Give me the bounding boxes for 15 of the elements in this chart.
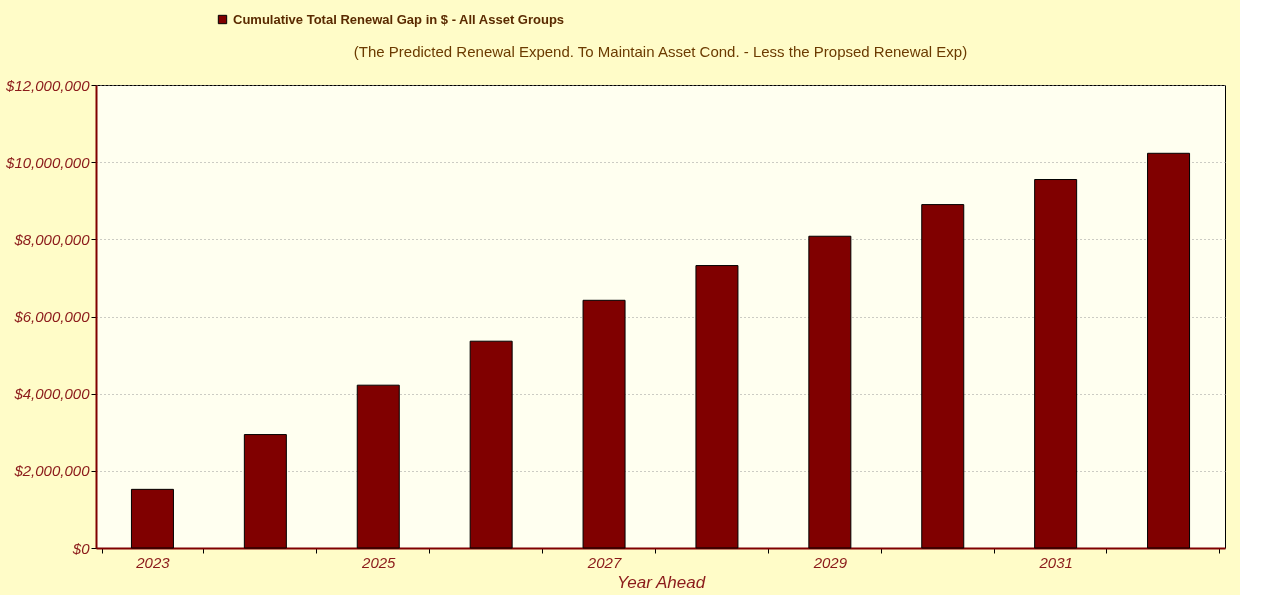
x-tick-label: 2029 <box>812 553 848 571</box>
y-tick-label: $2,000,000 <box>13 462 91 480</box>
x-axis-title: Year Ahead <box>616 572 706 592</box>
y-tick-label: $0 <box>71 539 91 557</box>
x-tick-label: 2023 <box>135 553 171 571</box>
x-tick-label: 2025 <box>361 553 397 571</box>
x-tick-label: 2027 <box>586 553 622 571</box>
y-tick-label: $10,000,000 <box>5 153 91 171</box>
y-tick-label: $8,000,000 <box>13 230 91 248</box>
chart-subtitle: (The Predicted Renewal Expend. To Maintain Asset Cond. - Less the Propsed Renewal Exp) <box>353 43 968 60</box>
y-tick-label: $6,000,000 <box>13 308 91 325</box>
x-tick-label: 2031 <box>1038 553 1073 571</box>
legend-label: Cumulative Total Renewal Gap in $ - All Asset Groups <box>233 11 565 27</box>
y-tick-label: $12,000,000 <box>5 76 91 94</box>
y-tick-label: $4,000,000 <box>13 385 91 403</box>
